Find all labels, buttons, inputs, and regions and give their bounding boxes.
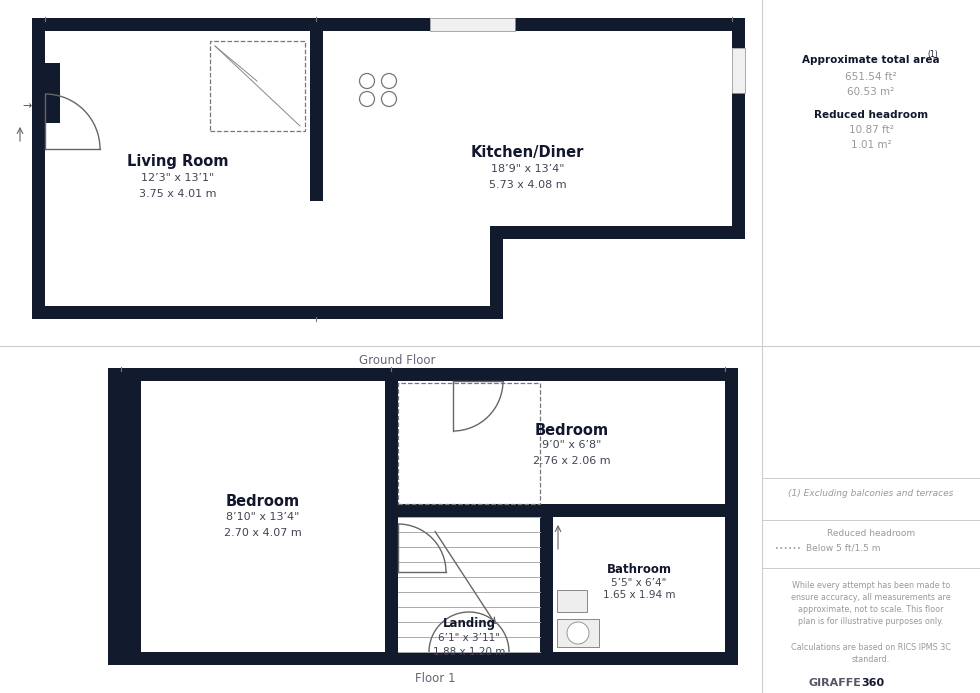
Text: Landing: Landing bbox=[443, 617, 496, 631]
Text: Below 5 ft/1.5 m: Below 5 ft/1.5 m bbox=[806, 543, 880, 552]
Text: 5’5" x 6’4": 5’5" x 6’4" bbox=[612, 577, 666, 588]
Text: Bathroom: Bathroom bbox=[607, 563, 671, 576]
Text: Bedroom: Bedroom bbox=[534, 423, 609, 438]
Text: 1.01 m²: 1.01 m² bbox=[851, 140, 892, 150]
Bar bbox=[732, 48, 745, 93]
Bar bbox=[398, 504, 725, 517]
Text: 5.73 x 4.08 m: 5.73 x 4.08 m bbox=[489, 179, 566, 189]
Bar bbox=[430, 18, 515, 31]
Text: Floor 1: Floor 1 bbox=[415, 672, 456, 685]
Bar bbox=[32, 18, 45, 319]
Text: Ground Floor: Ground Floor bbox=[359, 353, 435, 367]
Text: 2.70 x 4.07 m: 2.70 x 4.07 m bbox=[224, 527, 302, 538]
Bar bbox=[732, 48, 745, 93]
Bar bbox=[385, 381, 398, 652]
Text: Kitchen/Diner: Kitchen/Diner bbox=[470, 145, 584, 160]
Text: 1.88 x 1.20 m: 1.88 x 1.20 m bbox=[433, 647, 505, 657]
Text: Approximate total area: Approximate total area bbox=[803, 55, 940, 65]
Bar bbox=[108, 368, 738, 381]
Bar bbox=[725, 368, 738, 665]
Text: 9’0" x 6’8": 9’0" x 6’8" bbox=[542, 441, 601, 450]
Text: Reduced headroom: Reduced headroom bbox=[814, 110, 928, 120]
Bar bbox=[32, 18, 745, 31]
Text: 2.76 x 2.06 m: 2.76 x 2.06 m bbox=[533, 455, 611, 466]
Bar bbox=[430, 18, 515, 31]
Bar bbox=[557, 590, 587, 612]
Text: (1): (1) bbox=[928, 51, 939, 60]
Text: GIRAFFE: GIRAFFE bbox=[808, 678, 861, 688]
Text: (1) Excluding balconies and terraces: (1) Excluding balconies and terraces bbox=[788, 489, 954, 498]
Text: 60.53 m²: 60.53 m² bbox=[848, 87, 895, 97]
Text: Reduced headroom: Reduced headroom bbox=[827, 529, 915, 538]
Text: 18’9" x 13’4": 18’9" x 13’4" bbox=[491, 164, 564, 173]
Bar bbox=[32, 63, 60, 123]
Bar bbox=[210, 41, 305, 131]
Circle shape bbox=[567, 622, 589, 644]
Bar bbox=[108, 368, 141, 665]
Text: plan is for illustrative purposes only.: plan is for illustrative purposes only. bbox=[799, 617, 944, 626]
Text: ensure accuracy, all measurements are: ensure accuracy, all measurements are bbox=[791, 593, 951, 602]
Text: standard.: standard. bbox=[852, 656, 890, 665]
Text: 3.75 x 4.01 m: 3.75 x 4.01 m bbox=[139, 188, 217, 199]
Bar bbox=[108, 652, 738, 665]
Bar bbox=[503, 226, 732, 239]
Text: 651.54 ft²: 651.54 ft² bbox=[845, 72, 897, 82]
Text: →: → bbox=[22, 101, 31, 111]
Bar bbox=[398, 383, 540, 504]
Bar bbox=[32, 306, 490, 319]
Bar bbox=[108, 368, 121, 665]
Text: 12’3" x 13’1": 12’3" x 13’1" bbox=[141, 173, 214, 182]
Text: 8’10" x 13’4": 8’10" x 13’4" bbox=[226, 513, 300, 523]
Text: 10.87 ft²: 10.87 ft² bbox=[849, 125, 894, 135]
Bar bbox=[732, 18, 745, 234]
Bar bbox=[540, 517, 553, 652]
Text: Calculations are based on RICS IPMS 3C: Calculations are based on RICS IPMS 3C bbox=[791, 644, 951, 653]
Text: 1.65 x 1.94 m: 1.65 x 1.94 m bbox=[603, 590, 675, 601]
Bar bbox=[557, 619, 599, 647]
Text: 6’1" x 3’11": 6’1" x 3’11" bbox=[438, 633, 500, 643]
Text: 360: 360 bbox=[861, 678, 884, 688]
Text: While every attempt has been made to: While every attempt has been made to bbox=[792, 581, 951, 590]
Text: Living Room: Living Room bbox=[126, 154, 228, 169]
Text: Bedroom: Bedroom bbox=[226, 494, 300, 509]
Bar bbox=[732, 221, 745, 239]
Text: approximate, not to scale. This floor: approximate, not to scale. This floor bbox=[799, 606, 944, 615]
Bar bbox=[490, 226, 503, 319]
Bar bbox=[310, 31, 323, 201]
